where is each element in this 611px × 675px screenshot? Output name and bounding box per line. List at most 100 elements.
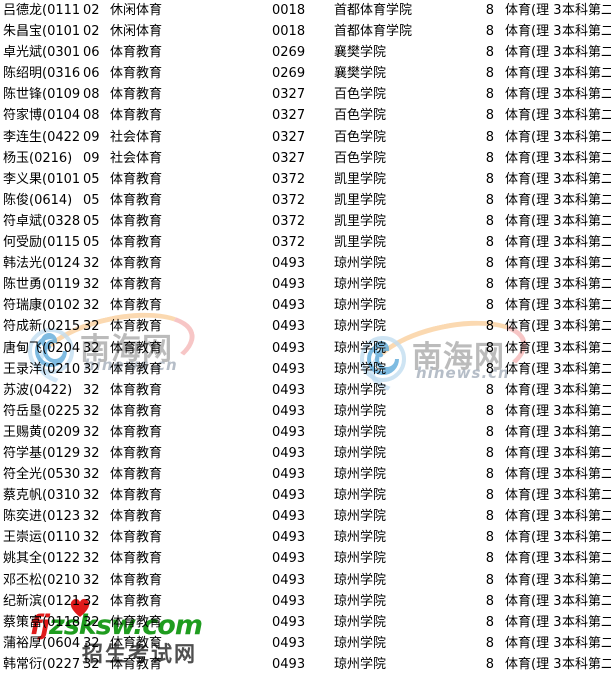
cell-school-name: 百色学院 — [334, 108, 387, 124]
cell-major-name: 体育教育 — [110, 340, 163, 356]
cell-count: 8 — [485, 551, 494, 567]
cell-count: 8 — [485, 298, 494, 314]
table-row: 符成新(0215)32 体育教育 0493 琼州学院 8 体育(理 3本科第二批 — [0, 316, 611, 337]
cell-name: 陈绍明(0316) — [3, 66, 81, 82]
cell-major-name: 体育教育 — [110, 256, 163, 272]
cell-school-name: 襄樊学院 — [334, 66, 387, 82]
cell-school-code: 0493 — [272, 403, 306, 419]
cell-major-name: 体育教育 — [110, 192, 163, 208]
cell-name: 王赐黄(0209) — [3, 424, 81, 440]
cell-school-code: 0493 — [272, 467, 306, 483]
cell-batch: 本科第二批 — [562, 488, 611, 504]
cell-major-name: 体育教育 — [110, 572, 163, 588]
table-row: 陈奕进(0123)32 体育教育 0493 琼州学院 8 体育(理 3本科第二批 — [0, 506, 611, 527]
cell-major-name: 体育教育 — [110, 614, 163, 630]
cell-major-name: 体育教育 — [110, 403, 163, 419]
cell-batch: 本科第二批 — [562, 424, 611, 440]
table-row: 符家博(0104)08 体育教育 0327 百色学院 8 体育(理 3本科第二批 — [0, 105, 611, 126]
cell-subject: 体育(理 3 — [505, 87, 562, 103]
table-row: 陈绍明(0316)06 体育教育 0269 襄樊学院 8 体育(理 3本科第二批 — [0, 63, 611, 84]
cell-count: 8 — [485, 530, 494, 546]
cell-school-name: 首都体育学院 — [334, 24, 413, 40]
cell-major-name: 体育教育 — [110, 298, 163, 314]
cell-subject: 体育(理 3 — [505, 403, 562, 419]
cell-batch: 本科第二批 — [562, 277, 611, 293]
cell-count: 8 — [485, 635, 494, 651]
cell-count: 8 — [485, 150, 494, 166]
cell-school-name: 琼州学院 — [334, 488, 387, 504]
table-row: 李义果(0101)05 体育教育 0372 凯里学院 8 体育(理 3本科第二批 — [0, 169, 611, 190]
cell-subject: 体育(理 3 — [505, 340, 562, 356]
cell-batch: 本科第二批 — [562, 593, 611, 609]
cell-major-name: 体育教育 — [110, 235, 163, 251]
cell-count: 8 — [485, 424, 494, 440]
cell-school-name: 琼州学院 — [334, 256, 387, 272]
table-row: 符卓斌(0328)05 体育教育 0372 凯里学院 8 体育(理 3本科第二批 — [0, 211, 611, 232]
cell-name: 李连生(0422) — [3, 129, 81, 145]
cell-major-code: 32 — [83, 361, 100, 377]
cell-major-name: 体育教育 — [110, 45, 163, 61]
cell-batch: 本科第二批 — [562, 319, 611, 335]
table-row: 蔡策富(0118)32 体育教育 0493 琼州学院 8 体育(理 3本科第二批 — [0, 612, 611, 633]
cell-count: 8 — [485, 235, 494, 251]
cell-major-code: 32 — [83, 656, 100, 672]
cell-major-name: 体育教育 — [110, 551, 163, 567]
cell-count: 8 — [485, 361, 494, 377]
cell-batch: 本科第二批 — [562, 445, 611, 461]
cell-school-name: 襄樊学院 — [334, 45, 387, 61]
cell-school-code: 0493 — [272, 635, 306, 651]
cell-school-name: 琼州学院 — [334, 572, 387, 588]
cell-name: 蔡克帆(0310) — [3, 488, 81, 504]
cell-school-name: 百色学院 — [334, 129, 387, 145]
cell-count: 8 — [485, 403, 494, 419]
cell-name: 卓光斌(0301) — [3, 45, 81, 61]
cell-count: 8 — [485, 66, 494, 82]
cell-school-code: 0327 — [272, 129, 306, 145]
cell-subject: 体育(理 3 — [505, 108, 562, 124]
cell-batch: 本科第二批 — [562, 24, 611, 40]
cell-school-code: 0372 — [272, 235, 306, 251]
cell-subject: 体育(理 3 — [505, 45, 562, 61]
cell-major-code: 32 — [83, 403, 100, 419]
cell-subject: 体育(理 3 — [505, 593, 562, 609]
cell-batch: 本科第二批 — [562, 509, 611, 525]
cell-name: 朱昌宝(0101) — [3, 24, 81, 40]
cell-major-code: 32 — [83, 467, 100, 483]
cell-batch: 本科第二批 — [562, 635, 611, 651]
cell-school-code: 0493 — [272, 277, 306, 293]
cell-major-name: 体育教育 — [110, 530, 163, 546]
cell-school-code: 0493 — [272, 424, 306, 440]
cell-school-name: 琼州学院 — [334, 445, 387, 461]
cell-subject: 体育(理 3 — [505, 572, 562, 588]
cell-count: 8 — [485, 108, 494, 124]
cell-major-code: 32 — [83, 509, 100, 525]
cell-major-name: 体育教育 — [110, 424, 163, 440]
cell-major-name: 体育教育 — [110, 467, 163, 483]
cell-batch: 本科第二批 — [562, 87, 611, 103]
cell-major-code: 32 — [83, 551, 100, 567]
cell-major-name: 体育教育 — [110, 635, 163, 651]
cell-count: 8 — [485, 593, 494, 609]
cell-subject: 体育(理 3 — [505, 445, 562, 461]
cell-major-name: 体育教育 — [110, 171, 163, 187]
cell-major-name: 体育教育 — [110, 445, 163, 461]
cell-count: 8 — [485, 129, 494, 145]
table-row: 李连生(0422)09 社会体育 0327 百色学院 8 体育(理 3本科第二批 — [0, 127, 611, 148]
cell-major-code: 06 — [83, 45, 100, 61]
cell-name: 苏波(0422) — [3, 382, 73, 398]
cell-count: 8 — [485, 24, 494, 40]
cell-subject: 体育(理 3 — [505, 298, 562, 314]
cell-major-code: 06 — [83, 66, 100, 82]
table-row: 王崇运(0110)32 体育教育 0493 琼州学院 8 体育(理 3本科第二批 — [0, 527, 611, 548]
cell-subject: 体育(理 3 — [505, 382, 562, 398]
cell-subject: 体育(理 3 — [505, 192, 562, 208]
cell-school-name: 琼州学院 — [334, 277, 387, 293]
cell-name: 陈世锋(0109) — [3, 87, 81, 103]
cell-batch: 本科第二批 — [562, 171, 611, 187]
table-row: 吕德龙(0111)02 休闲体育 0018 首都体育学院 8 体育(理 3本科第二批 — [0, 0, 611, 21]
cell-name: 符学基(0129) — [3, 445, 81, 461]
cell-count: 8 — [485, 656, 494, 672]
cell-name: 纪新滨(0121) — [3, 593, 81, 609]
cell-major-code: 05 — [83, 171, 100, 187]
table-row: 符岳垦(0225)32 体育教育 0493 琼州学院 8 体育(理 3本科第二批 — [0, 401, 611, 422]
